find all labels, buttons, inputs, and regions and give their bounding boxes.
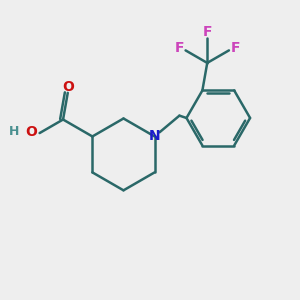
- Text: F: F: [174, 41, 184, 55]
- Text: F: F: [202, 25, 212, 39]
- Text: O: O: [26, 124, 37, 139]
- Text: H: H: [9, 125, 20, 138]
- Text: F: F: [231, 41, 240, 55]
- Text: O: O: [62, 80, 74, 94]
- Text: N: N: [149, 130, 161, 143]
